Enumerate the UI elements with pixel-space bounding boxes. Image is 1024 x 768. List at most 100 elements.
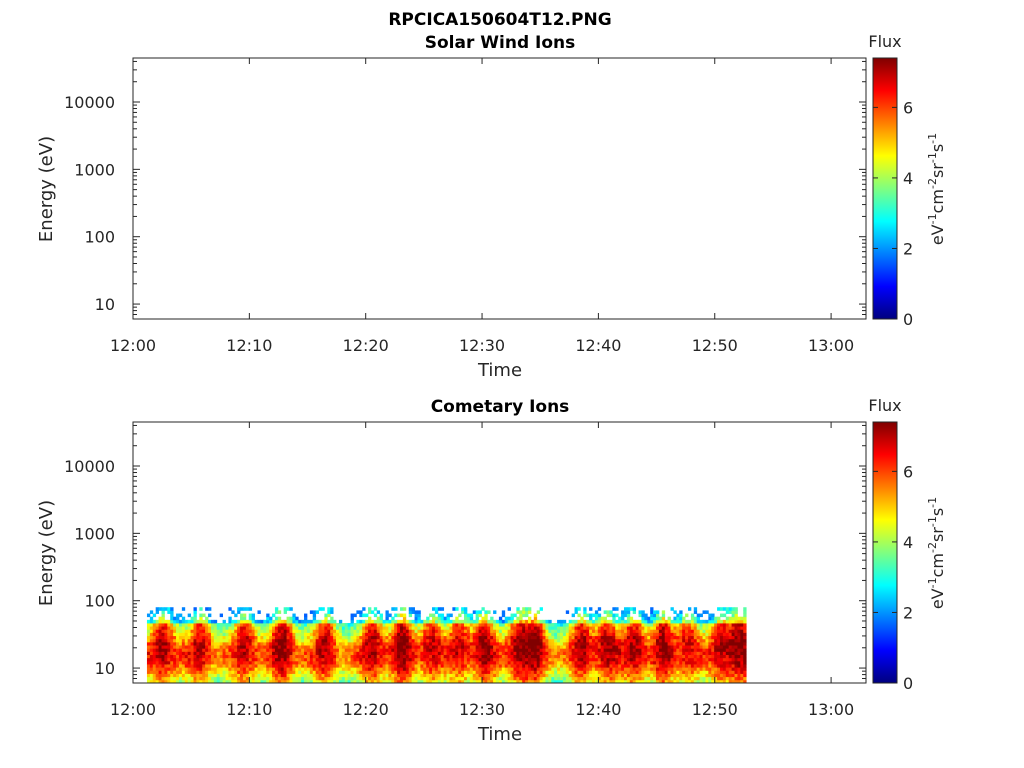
spectrogram-cell	[464, 607, 468, 611]
x-tick-label: 13:00	[808, 336, 854, 355]
spectrogram-cell	[405, 657, 410, 662]
spectrogram-cell	[725, 654, 730, 659]
spectrogram-cell	[196, 657, 200, 662]
spectrogram-cell	[687, 657, 692, 662]
spectrogram-cell	[318, 607, 322, 611]
spectrogram-cell	[231, 645, 235, 649]
spectrogram-cell	[205, 607, 209, 611]
spectrogram-cell	[257, 619, 261, 624]
spectrogram-cell	[376, 632, 381, 637]
spectrogram-cell	[359, 645, 363, 649]
spectrogram-cell	[551, 632, 555, 637]
spectrogram-cell	[338, 645, 343, 649]
spectrogram-cell	[481, 679, 485, 684]
spectrogram-cell	[388, 645, 392, 649]
spectrogram-cell	[719, 676, 724, 681]
spectrogram-cell	[272, 679, 276, 684]
spectrogram-cell	[242, 638, 247, 643]
spectrogram-cell	[609, 638, 613, 643]
spectrogram-cell	[146, 679, 151, 684]
spectrogram-cell	[693, 632, 698, 637]
spectrogram-cell	[589, 638, 593, 643]
spectrogram-cell	[621, 667, 625, 671]
spectrogram-cell	[539, 670, 543, 674]
spectrogram-cell	[213, 651, 218, 655]
spectrogram-cell	[571, 638, 575, 643]
spectrogram-cell	[161, 629, 165, 633]
spectrogram-cell	[222, 638, 226, 643]
spectrogram-cell	[536, 623, 541, 627]
spectrogram-cell	[661, 676, 666, 681]
spectrogram-cell	[350, 613, 354, 618]
spectrogram-cell	[711, 657, 715, 662]
spectrogram-cell	[655, 613, 660, 618]
spectrogram-cell	[676, 616, 680, 621]
spectrogram-cell	[490, 648, 494, 652]
spectrogram-cell	[245, 660, 250, 665]
spectrogram-cell	[330, 648, 334, 652]
spectrogram-cell	[225, 623, 229, 627]
spectrogram-cell	[321, 679, 325, 684]
colorbar-tick-label: 2	[903, 239, 913, 258]
spectrogram-cell	[437, 657, 442, 662]
spectrogram-cell	[292, 619, 296, 624]
spectrogram-cell	[740, 657, 744, 662]
spectrogram-cell	[423, 657, 427, 662]
spectrogram-cell	[504, 667, 509, 671]
spectrogram-cell	[571, 645, 575, 649]
spectrogram-cell	[487, 629, 491, 633]
spectrogram-cell	[173, 626, 177, 630]
spectrogram-cell	[202, 676, 206, 681]
spectrogram-cell	[542, 679, 546, 684]
spectrogram-cell	[501, 641, 506, 646]
spectrogram-cell	[644, 635, 648, 640]
spectrogram-cell	[190, 673, 194, 678]
spectrogram-cell	[178, 676, 183, 681]
spectrogram-cell	[682, 673, 686, 678]
spectrogram-cell	[440, 657, 445, 662]
spectrogram-cell	[504, 676, 509, 681]
spectrogram-cell	[551, 673, 555, 678]
spectrogram-cell	[272, 619, 276, 624]
spectrogram-cell	[242, 632, 247, 637]
spectrogram-cell	[577, 660, 581, 665]
spectrogram-cell	[510, 657, 514, 662]
spectrogram-cell	[466, 613, 471, 618]
spectrogram-cell	[312, 641, 317, 646]
spectrogram-cell	[164, 657, 168, 662]
spectrogram-cell	[263, 651, 267, 655]
spectrogram-cell	[397, 648, 401, 652]
spectrogram-cell	[251, 626, 255, 630]
spectrogram-cell	[530, 676, 535, 681]
spectrogram-cell	[205, 654, 209, 659]
spectrogram-cell	[167, 670, 171, 674]
spectrogram-cell	[522, 664, 526, 668]
spectrogram-cells	[146, 607, 747, 684]
spectrogram-cell	[417, 635, 421, 640]
spectrogram-cell	[685, 670, 689, 674]
spectrogram-cell	[568, 667, 573, 671]
spectrogram-cell	[408, 651, 413, 655]
spectrogram-cell	[397, 673, 401, 678]
spectrogram-cell	[333, 648, 337, 652]
spectrogram-cell	[257, 654, 261, 659]
spectrogram-cell	[653, 623, 657, 627]
spectrogram-cell	[382, 635, 386, 640]
spectrogram-cell	[277, 616, 282, 621]
spectrogram-cell	[164, 660, 168, 665]
spectrogram-cell	[423, 660, 427, 665]
spectrogram-cell	[312, 670, 317, 674]
spectrogram-cell	[344, 635, 349, 640]
spectrogram-cell	[498, 645, 503, 649]
spectrogram-cell	[234, 676, 238, 681]
spectrogram-cell	[461, 654, 465, 659]
spectrogram-cell	[228, 623, 232, 627]
spectrogram-cell	[737, 654, 741, 659]
spectrogram-cell	[565, 626, 570, 630]
spectrogram-cell	[196, 626, 200, 630]
spectrogram-cell	[650, 657, 654, 662]
spectrogram-cell	[655, 679, 660, 684]
spectrogram-cell	[562, 676, 567, 681]
spectrogram-cell	[298, 645, 302, 649]
spectrogram-cell	[545, 632, 549, 637]
